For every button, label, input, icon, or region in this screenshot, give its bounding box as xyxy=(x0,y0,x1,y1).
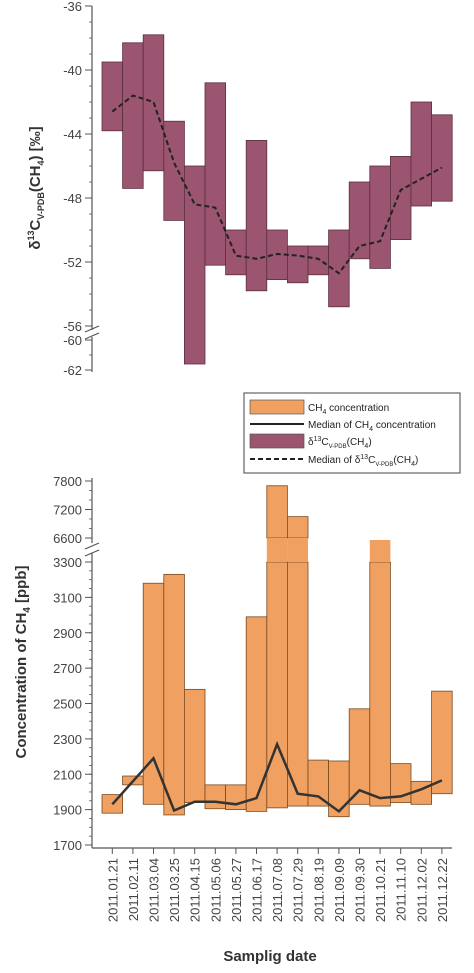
axis-break-mark xyxy=(84,542,100,550)
axis-break-mark xyxy=(84,549,100,557)
concentration-tick-label: 7800 xyxy=(53,474,82,489)
isotope-range-bar xyxy=(389,155,412,240)
concentration-range-bar xyxy=(266,561,288,809)
isotope-range-bar xyxy=(369,165,391,269)
date-tick-label: 2011.07.29 xyxy=(291,858,306,922)
concentration-median-line xyxy=(111,740,443,814)
legend-label: CH4 concentration xyxy=(308,403,389,416)
concentration-panel: 1700 1900 2100 2300 2500 2700 2900 3100 3300 6600… xyxy=(13,474,453,965)
concentration-range-bar xyxy=(369,561,391,807)
axis-break-mark xyxy=(84,325,100,333)
isotope-range-bar xyxy=(245,139,268,292)
concentration-x-axis-title: Samplig date xyxy=(223,948,316,965)
isotope-tick-label: -44 xyxy=(63,127,82,142)
concentration-tick-label: 3100 xyxy=(53,590,82,605)
concentration-range-bar xyxy=(286,561,309,807)
date-tick-label: 2011.09.30 xyxy=(353,858,368,922)
concentration-range-bar xyxy=(204,784,227,810)
date-tick-label: 2011.04.15 xyxy=(188,858,203,922)
concentration-range-bar-upper xyxy=(286,516,309,539)
concentration-tick-label: 2700 xyxy=(53,661,82,676)
date-tick-label: 2011.02.11 xyxy=(126,858,141,921)
date-tick-label: 2011.01.21 xyxy=(105,858,120,922)
date-tick-label: 2011.05.27 xyxy=(229,858,244,922)
isotope-tick-label: -60 xyxy=(63,333,82,348)
isotope-range-bar xyxy=(431,114,453,202)
concentration-tick-label: 2100 xyxy=(53,767,82,782)
isotope-panel: -36 -40 -44 -48 -52 -56-60 -62 δ13CV-PDB(CH4) [… xyxy=(26,0,453,378)
date-tick-label: 2011.05.06 xyxy=(208,858,223,922)
concentration-range-bar xyxy=(183,688,206,803)
axis-break-mark xyxy=(84,332,100,340)
isotope-range-bar xyxy=(410,101,433,207)
isotope-median-line xyxy=(111,94,443,275)
concentration-range-bar xyxy=(225,784,247,811)
concentration-range-bar xyxy=(328,760,350,818)
isotope-range-bar xyxy=(183,165,206,365)
concentration-range-bar-gap xyxy=(369,540,391,562)
legend-label: δ13CV-PDB(CH4) xyxy=(308,436,372,450)
isotope-range-bar xyxy=(348,181,371,260)
isotope-range-bar xyxy=(122,42,144,189)
concentration-range-bar-upper xyxy=(266,485,288,539)
isotope-range-bar xyxy=(328,229,350,308)
concentration-range-bar xyxy=(163,573,185,816)
date-tick-label: 2011.07.08 xyxy=(270,858,285,922)
date-tick-label: 2011.12.22 xyxy=(435,858,450,922)
concentration-range-bar xyxy=(142,582,165,805)
isotope-tick-label: -52 xyxy=(63,255,82,270)
isotope-tick-label: -40 xyxy=(63,63,82,78)
isotope-tick-label: -62 xyxy=(63,363,82,378)
concentration-range-bar-gap xyxy=(287,538,308,562)
isotope-range-bar xyxy=(286,245,309,284)
concentration-tick-label: 1900 xyxy=(53,803,82,818)
concentration-tick-label: 2500 xyxy=(53,697,82,712)
concentration-tick-label: 6600 xyxy=(53,531,82,546)
date-tick-label: 2011.06.17 xyxy=(250,858,265,922)
concentration-tick-label: 1700 xyxy=(53,838,82,853)
date-tick-label: 2011.12.02 xyxy=(414,858,429,922)
concentration-range-bar xyxy=(431,690,453,795)
concentration-tick-label: 2900 xyxy=(53,626,82,641)
isotope-range-bar xyxy=(101,61,124,132)
isotope-range-bar xyxy=(163,120,185,221)
concentration-y-axis-title: Concentration of CH4 [ppb] xyxy=(13,565,33,758)
legend-swatch xyxy=(249,433,305,449)
legend-label: Median of CH4 concentration xyxy=(308,420,436,433)
chart-legend: CH4 concentration Median of CH4 concentra… xyxy=(243,392,461,474)
isotope-tick-label: -48 xyxy=(63,191,82,206)
isotope-tick-label: -36 xyxy=(63,0,82,14)
date-tick-label: 2011.08.19 xyxy=(311,858,326,922)
concentration-tick-label: 7200 xyxy=(53,503,82,518)
date-tick-label: 2011.03.25 xyxy=(167,858,182,922)
concentration-tick-label: 3300 xyxy=(53,555,82,570)
date-tick-label: 2011.09.09 xyxy=(332,858,347,922)
concentration-tick-label: 2300 xyxy=(53,732,82,747)
date-tick-label: 2011.11.10 xyxy=(394,858,409,921)
date-tick-label: 2011.03.04 xyxy=(147,858,162,922)
date-tick-label: 2011.10.21 xyxy=(373,858,388,922)
isotope-tick-label: -56 xyxy=(63,319,82,334)
legend-swatch xyxy=(249,399,305,415)
legend-label: Median of δ13CV-PDB(CH4) xyxy=(308,454,418,468)
concentration-range-bar xyxy=(307,759,330,807)
isotope-range-bar xyxy=(204,82,227,266)
concentration-range-bar-gap xyxy=(266,538,288,562)
isotope-range-bar xyxy=(307,245,330,276)
isotope-y-axis-title: δ13CV-PDB(CH4) [‰] xyxy=(26,126,46,249)
